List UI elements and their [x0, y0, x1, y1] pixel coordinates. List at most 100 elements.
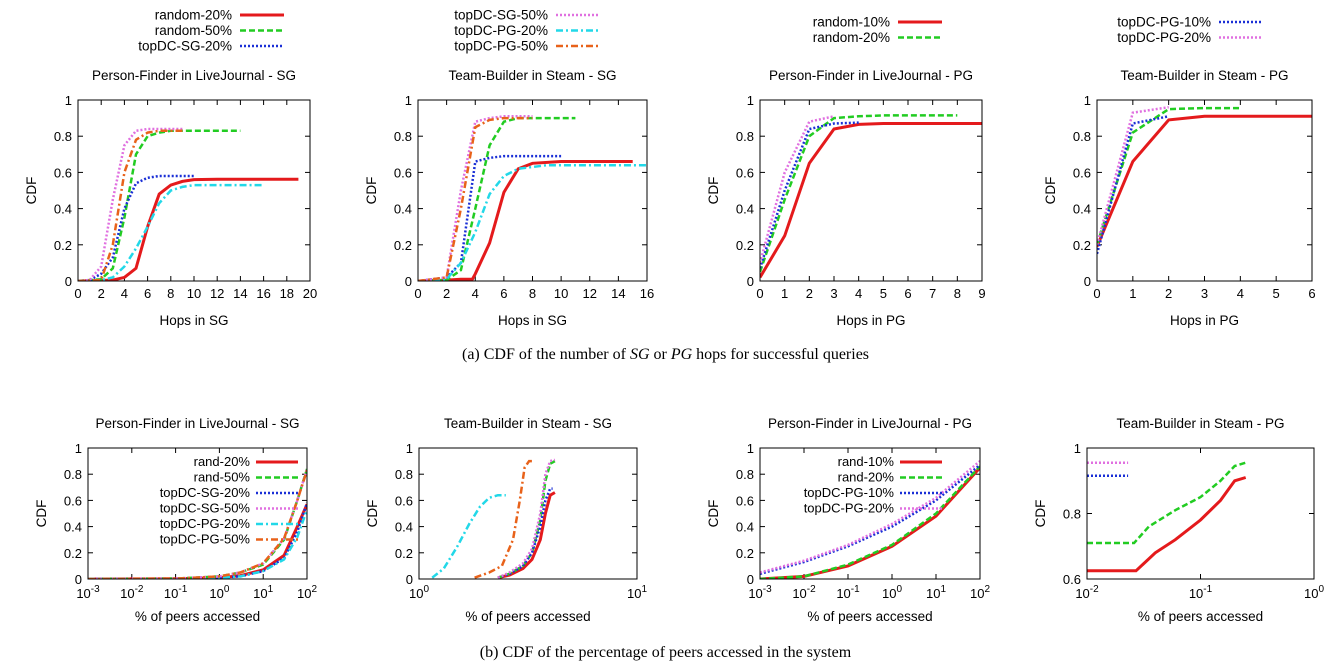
x-tick-exponent: -1 [178, 584, 187, 595]
y-tick-label: 0.8 [1063, 507, 1081, 522]
x-tick-label: 12 [210, 286, 224, 301]
legend-label: topDC-PG-10% [804, 485, 895, 500]
y-tick-label: 1 [75, 441, 82, 456]
y-axis-label: CDF [365, 500, 380, 528]
x-tick-base: 10 [297, 586, 311, 601]
x-tick-label: 2 [1165, 286, 1172, 301]
x-axis-label: % of peers accessed [465, 609, 590, 624]
y-tick-label: 0.8 [736, 129, 754, 144]
y-axis-label: CDF [1043, 177, 1058, 205]
caption-a-pg: PG [670, 346, 693, 363]
x-tick-base: 10 [836, 586, 850, 601]
y-tick-label: 0.4 [394, 202, 412, 217]
x-tick-label: 100 [209, 584, 229, 601]
y-tick-label: 0.4 [1073, 202, 1091, 217]
x-axis-label: % of peers accessed [135, 609, 260, 624]
x-tick-base: 10 [1304, 586, 1318, 601]
x-tick-exponent: -3 [763, 584, 772, 595]
x-tick-exponent: -1 [851, 584, 860, 595]
caption-a: (a) CDF of the number of SG or PG hops f… [0, 346, 1331, 364]
y-tick-label: 1 [747, 441, 754, 456]
y-tick-label: 0.4 [736, 520, 754, 535]
series-line-random-20% [418, 160, 633, 281]
x-tick-label: 102 [297, 584, 317, 601]
x-tick-label: 5 [1273, 286, 1280, 301]
x-tick-label: 10-3 [76, 584, 100, 601]
y-tick-label: 0.2 [394, 238, 412, 253]
x-tick-base: 10 [926, 586, 940, 601]
x-tick-label: 14 [611, 286, 625, 301]
top-legend-3: random-10%random-20% [813, 15, 942, 45]
x-tick-base: 10 [882, 586, 896, 601]
plot-frame [87, 447, 308, 580]
chart-1: Person-Finder in LiveJournal - SG 0 0.2 0.4… [24, 68, 317, 328]
y-tick-label: 0.2 [395, 546, 413, 561]
chart-title: Team-Builder in Steam - PG [1116, 416, 1284, 431]
legend-label: topDC-SG-50% [454, 8, 548, 23]
chart-6: Team-Builder in Steam - SG 0 0.2 0.4 0.6 0.8 1… [365, 416, 647, 624]
series-line-topDC-SG-20% [418, 154, 562, 281]
y-tick-label: 0.8 [54, 129, 72, 144]
x-tick-base: 10 [792, 586, 806, 601]
top-legend-2: topDC-SG-50%topDC-PG-20%topDC-PG-50% [454, 8, 600, 54]
x-tick-exponent: -2 [135, 584, 144, 595]
chart-4: Team-Builder in Steam - PG 0 0.2 0.4 0.6 0.8 1… [1043, 68, 1316, 328]
x-tick-label: 102 [970, 584, 990, 601]
y-axis-label: CDF [706, 500, 721, 528]
x-tick-base: 10 [1189, 586, 1203, 601]
y-tick-label: 0.6 [1063, 572, 1081, 587]
x-tick-label: 101 [627, 584, 647, 601]
series-line-random-50% [78, 129, 241, 281]
x-tick-label: 2 [443, 286, 450, 301]
y-tick-label: 0 [75, 572, 82, 587]
legend-label: topDC-SG-20% [138, 39, 232, 54]
x-tick-base: 10 [409, 586, 423, 601]
legend-label: topDC-PG-50% [160, 532, 251, 547]
chart-title: Team-Builder in Steam - PG [1120, 68, 1288, 83]
chart-title: Person-Finder in LiveJournal - PG [768, 416, 972, 431]
y-tick-label: 0.6 [54, 165, 72, 180]
x-tick-label: 5 [880, 286, 887, 301]
x-tick-base: 10 [76, 586, 90, 601]
series-line-random-10% [1087, 476, 1247, 573]
x-tick-base: 10 [120, 586, 134, 601]
x-tick-exponent: -3 [91, 584, 100, 595]
x-tick-label: 16 [256, 286, 270, 301]
x-tick-exponent: 0 [1318, 584, 1324, 595]
y-axis-label: CDF [364, 177, 379, 205]
chart-3: Person-Finder in LiveJournal - PG 0 0.2 0.4… [706, 68, 986, 328]
chart-2: Team-Builder in Steam - SG 0 0.2 0.4 0.6 0.8 1… [364, 68, 654, 328]
series-line-topDC-SG-50% [418, 115, 533, 281]
plot-frame [418, 447, 638, 580]
plot-frame [759, 99, 983, 282]
y-tick-label: 0.6 [736, 493, 754, 508]
y-tick-label: 1 [747, 93, 754, 108]
series-line-topDC-PG-10% [760, 121, 859, 269]
x-tick-base: 10 [1075, 586, 1089, 601]
y-axis-label: CDF [24, 177, 39, 205]
series-line-topDC-SG-20% [78, 174, 194, 281]
y-tick-label: 0.2 [54, 238, 72, 253]
y-tick-label: 0.2 [64, 546, 82, 561]
x-axis-label: Hops in PG [836, 313, 905, 328]
x-tick-base: 10 [627, 586, 641, 601]
y-tick-label: 1 [65, 93, 72, 108]
x-tick-exponent: 2 [984, 584, 990, 595]
legend-label: random-50% [155, 23, 232, 38]
x-tick-base: 10 [164, 586, 178, 601]
caption-a-mid: or [649, 346, 671, 363]
x-tick-label: 2 [98, 286, 105, 301]
x-tick-label: 20 [303, 286, 317, 301]
x-tick-label: 10-1 [1189, 584, 1213, 601]
x-tick-label: 0 [756, 286, 763, 301]
plot-frame [759, 447, 981, 580]
x-tick-exponent: 0 [896, 584, 902, 595]
x-tick-label: 100 [409, 584, 429, 601]
legend-label: topDC-PG-50% [454, 39, 548, 54]
x-tick-base: 10 [748, 586, 762, 601]
x-tick-label: 2 [806, 286, 813, 301]
series-line-topDC-PG-20% [431, 493, 506, 579]
x-tick-exponent: 1 [641, 584, 647, 595]
